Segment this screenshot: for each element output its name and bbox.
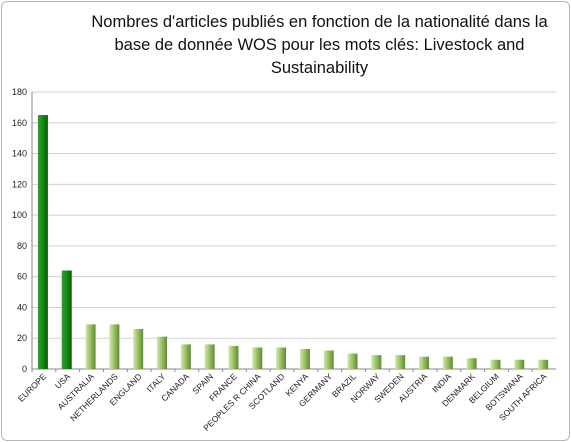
y-tick-label: 100 <box>12 210 27 220</box>
bar-australia <box>85 324 96 369</box>
y-tick-label: 60 <box>17 272 27 282</box>
x-tick-label: USA <box>53 371 73 391</box>
bar-netherlands <box>109 324 120 369</box>
bar-england <box>133 328 144 369</box>
bar-denmark <box>466 358 477 369</box>
y-tick-label: 140 <box>12 149 27 159</box>
bar-scotland <box>276 347 287 369</box>
bar-india <box>442 356 453 369</box>
bar-canada <box>180 344 191 369</box>
y-tick-label: 40 <box>17 302 27 312</box>
bar-peoples-r-china <box>252 347 263 369</box>
bar-austria <box>419 356 429 369</box>
bar-brazil <box>347 353 358 369</box>
y-tick-label: 80 <box>17 241 27 251</box>
bar-europe <box>37 115 48 369</box>
chart-title: Nombres d'articles publiés en fonction d… <box>91 13 548 77</box>
y-tick-label: 160 <box>12 118 27 128</box>
bar-kenya <box>299 348 310 369</box>
bar-norway <box>371 355 382 369</box>
y-tick-label: 180 <box>12 87 27 97</box>
y-tick-label: 120 <box>12 179 27 189</box>
bar-south-africa <box>538 359 549 369</box>
bar-sweden <box>395 355 406 369</box>
bar-belgium <box>490 359 501 369</box>
bar-usa <box>61 270 72 369</box>
bar-italy <box>157 336 167 369</box>
y-tick-label: 0 <box>22 364 27 374</box>
bar-spain <box>204 344 215 369</box>
y-tick-label: 20 <box>17 333 27 343</box>
x-tick-label: EUROPE <box>16 371 49 404</box>
bar-france <box>228 345 239 369</box>
bar-botswana <box>514 359 525 369</box>
bar-germany <box>323 350 334 369</box>
